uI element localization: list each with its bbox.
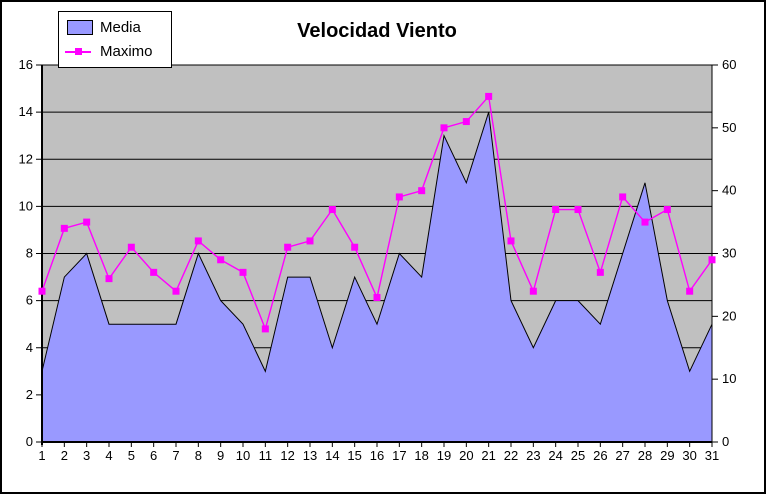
maximo-marker (261, 325, 269, 333)
left-axis-label: 10 (19, 198, 33, 213)
right-axis-label: 10 (722, 371, 736, 386)
x-axis-label: 22 (504, 448, 518, 463)
x-axis-label: 28 (638, 448, 652, 463)
maximo-marker (60, 224, 68, 232)
x-axis-label: 9 (217, 448, 224, 463)
left-axis-label: 6 (26, 293, 33, 308)
maximo-marker (507, 237, 515, 245)
x-axis-label: 29 (660, 448, 674, 463)
legend-item-maximo: Maximo (65, 41, 171, 63)
maximo-marker (686, 287, 694, 295)
left-axis-label: 16 (19, 57, 33, 72)
x-axis-label: 2 (61, 448, 68, 463)
x-axis-label: 18 (414, 448, 428, 463)
x-axis-label: 7 (172, 448, 179, 463)
right-axis-label: 20 (722, 308, 736, 323)
maximo-marker (127, 243, 135, 251)
right-axis-label: 0 (722, 434, 729, 449)
maximo-marker (641, 218, 649, 226)
right-axis-label: 40 (722, 183, 736, 198)
x-axis-label: 20 (459, 448, 473, 463)
maximo-marker (395, 193, 403, 201)
legend-item-label: Media (100, 18, 141, 36)
x-axis-label: 24 (548, 448, 562, 463)
right-axis-label: 30 (722, 246, 736, 261)
left-axis-label: 12 (19, 151, 33, 166)
maximo-marker (462, 118, 470, 126)
chart-legend: Media Maximo (58, 11, 172, 68)
maximo-marker (529, 287, 537, 295)
chart-title: Velocidad Viento (297, 20, 457, 42)
maximo-marker (328, 206, 336, 214)
x-axis-label: 10 (236, 448, 250, 463)
maximo-marker (105, 275, 113, 283)
x-axis-label: 11 (259, 448, 273, 463)
legend-item-label: Maximo (100, 43, 153, 61)
maximo-marker (552, 206, 560, 214)
x-axis-label: 23 (526, 448, 540, 463)
maximo-marker (217, 256, 225, 264)
maximo-marker (574, 206, 582, 214)
x-axis-label: 12 (280, 448, 294, 463)
x-axis-label: 16 (370, 448, 384, 463)
maximo-marker (172, 287, 180, 295)
x-axis-label: 25 (571, 448, 585, 463)
maximo-marker (663, 206, 671, 214)
maximo-marker (306, 237, 314, 245)
maximo-marker (373, 293, 381, 301)
square-marker-icon (74, 48, 82, 56)
legend-item-media: Media (65, 16, 171, 38)
x-axis-label: 27 (615, 448, 629, 463)
x-axis-label: 8 (195, 448, 202, 463)
x-axis-label: 6 (150, 448, 157, 463)
x-axis-label: 17 (392, 448, 406, 463)
maximo-marker (150, 268, 158, 276)
x-axis-label: 19 (437, 448, 451, 463)
left-axis-label: 8 (26, 246, 33, 261)
left-axis-label: 14 (19, 104, 33, 119)
x-axis-label: 1 (38, 448, 45, 463)
maximo-marker (440, 124, 448, 132)
maximo-line-swatch (65, 48, 95, 56)
media-area-swatch (65, 19, 95, 35)
maximo-marker (418, 187, 426, 195)
x-axis-label: 21 (481, 448, 495, 463)
maximo-marker (485, 92, 493, 100)
maximo-marker (708, 256, 716, 264)
right-axis-label: 60 (722, 57, 736, 72)
area-swatch-icon (67, 19, 93, 35)
x-axis-label: 13 (303, 448, 317, 463)
x-axis-label: 26 (593, 448, 607, 463)
maximo-marker (38, 287, 46, 295)
maximo-marker (83, 218, 91, 226)
maximo-marker (596, 268, 604, 276)
media-area-series (41, 111, 713, 443)
x-axis-label: 4 (105, 448, 112, 463)
maximo-marker (619, 193, 627, 201)
maximo-marker (351, 243, 359, 251)
left-axis-label: 0 (26, 434, 33, 449)
x-axis-label: 3 (83, 448, 90, 463)
left-axis-label: 2 (26, 387, 33, 402)
x-axis-label: 31 (705, 448, 719, 463)
maximo-marker (284, 243, 292, 251)
maximo-marker (239, 268, 247, 276)
x-axis-label: 15 (347, 448, 361, 463)
x-axis-label: 14 (325, 448, 339, 463)
x-axis-label: 5 (128, 448, 135, 463)
left-axis-label: 4 (26, 340, 33, 355)
x-axis-label: 30 (682, 448, 696, 463)
right-axis-label: 50 (722, 120, 736, 135)
maximo-marker (194, 237, 202, 245)
